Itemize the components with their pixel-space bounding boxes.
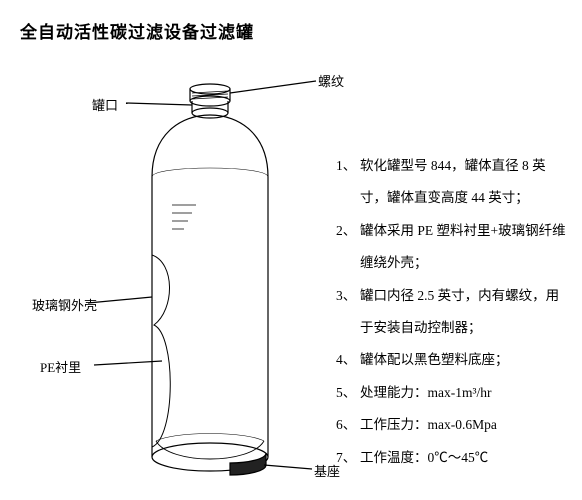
spec-num: 2、 <box>336 215 360 247</box>
spec-num: 7、 <box>336 442 360 474</box>
callout-lining: PE衬里 <box>40 357 81 376</box>
spec-text: 工作压力：max-0.6Mpa <box>360 409 566 441</box>
spec-row: 1、 软化罐型号 844，罐体直径 8 英寸，罐体直变高度 44 英寸； <box>336 150 566 215</box>
spec-text: 软化罐型号 844，罐体直径 8 英寸，罐体直变高度 44 英寸； <box>360 150 566 215</box>
spec-row: 3、 罐口内径 2.5 英寸，内有螺纹，用于安装自动控制器； <box>336 280 566 345</box>
spec-num: 5、 <box>336 377 360 409</box>
spec-text: 工作温度：0℃～45℃ <box>360 442 566 474</box>
spec-text: 罐体采用 PE 塑料衬里+玻璃钢纤维缠绕外壳； <box>360 215 566 280</box>
spec-row: 6、 工作压力：max-0.6Mpa <box>336 409 566 441</box>
page: 全自动活性碳过滤设备过滤罐 <box>0 0 582 500</box>
spec-text: 处理能力：max-1m³/hr <box>360 377 566 409</box>
page-title: 全自动活性碳过滤设备过滤罐 <box>20 18 254 43</box>
spec-text: 罐口内径 2.5 英寸，内有螺纹，用于安装自动控制器； <box>360 280 566 345</box>
spec-num: 4、 <box>336 344 360 376</box>
callout-opening: 罐口 <box>92 95 118 114</box>
callout-shell: 玻璃钢外壳 <box>32 295 97 314</box>
callout-thread: 螺纹 <box>318 71 344 90</box>
spec-row: 7、 工作温度：0℃～45℃ <box>336 442 566 474</box>
spec-num: 3、 <box>336 280 360 312</box>
spec-list: 1、 软化罐型号 844，罐体直径 8 英寸，罐体直变高度 44 英寸； 2、 … <box>336 150 566 474</box>
spec-row: 2、 罐体采用 PE 塑料衬里+玻璃钢纤维缠绕外壳； <box>336 215 566 280</box>
spec-row: 4、 罐体配以黑色塑料底座； <box>336 344 566 376</box>
spec-row: 5、 处理能力：max-1m³/hr <box>336 377 566 409</box>
spec-num: 1、 <box>336 150 360 182</box>
tank-diagram: 螺纹 罐口 玻璃钢外壳 PE衬里 基座 <box>80 65 340 485</box>
spec-num: 6、 <box>336 409 360 441</box>
spec-text: 罐体配以黑色塑料底座； <box>360 344 566 376</box>
tank-svg <box>80 65 340 485</box>
